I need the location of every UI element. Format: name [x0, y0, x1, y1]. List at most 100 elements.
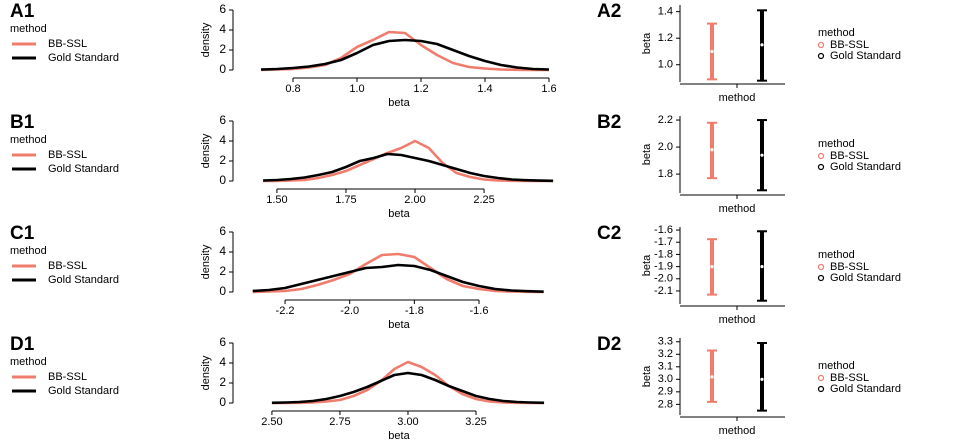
y-tick-label: 4	[219, 22, 226, 36]
x-tick-label: 2.50	[261, 416, 282, 428]
y-tick-label: 6	[219, 113, 226, 127]
y-axis-label: density	[200, 133, 212, 168]
legend-label: BB-SSL	[48, 38, 87, 50]
x-tick-label: -2.0	[340, 305, 359, 317]
point-estimate	[760, 264, 764, 269]
legend-swatch	[817, 52, 825, 60]
legend-title: method	[10, 356, 47, 368]
legend-title: method	[818, 360, 855, 372]
legend-label: BB-SSL	[830, 372, 869, 384]
y-tick-label: 2	[219, 264, 226, 278]
y-axis-label: beta	[641, 32, 653, 54]
y-tick-label: 3.0	[658, 373, 673, 385]
y-tick-label: 3.3	[658, 336, 673, 348]
y-axis-label: beta	[641, 365, 653, 387]
x-tick-label: -1.8	[405, 305, 424, 317]
y-tick-label: -2.0	[654, 273, 673, 285]
legend-label: Gold Standard	[830, 272, 901, 284]
legend-label: BB-SSL	[830, 150, 869, 162]
x-tick-label: 1.4	[477, 83, 492, 95]
legend-swatch	[817, 163, 825, 171]
y-tick-label: 4	[219, 133, 226, 147]
y-axis-label: density	[200, 355, 212, 390]
y-tick-label: 2	[219, 42, 226, 56]
legend-swatch	[817, 263, 825, 271]
point-estimate	[710, 264, 714, 269]
y-tick-label: -2.1	[654, 285, 673, 297]
y-tick-label: 4	[219, 355, 226, 369]
y-tick-label: -1.8	[654, 248, 673, 260]
panel-label: B2	[597, 112, 621, 133]
y-tick-label: 0	[219, 284, 226, 298]
y-tick-label: 2.9	[658, 386, 673, 398]
x-axis-label: method	[719, 92, 756, 104]
y-tick-label: 1.2	[658, 32, 673, 44]
y-tick-label: 2.0	[658, 141, 673, 153]
y-tick-label: 2	[219, 153, 226, 167]
panel-label: C2	[597, 223, 621, 244]
x-axis-label: method	[719, 314, 756, 326]
x-tick-label: -2.2	[276, 305, 295, 317]
x-axis-label: method	[719, 203, 756, 215]
y-tick-label: 2	[219, 375, 226, 389]
y-axis-label: beta	[641, 254, 653, 276]
y-tick-label: 0	[219, 395, 226, 409]
y-tick-label: 1.8	[658, 168, 673, 180]
panel-label: B1	[10, 112, 35, 133]
y-tick-label: -1.9	[654, 261, 673, 273]
panel-label: C1	[10, 223, 35, 244]
legend-label: Gold Standard	[830, 161, 901, 173]
point-estimate	[760, 153, 764, 157]
y-tick-label: 3.1	[658, 361, 673, 373]
point-estimate	[710, 49, 714, 54]
x-tick-label: 2.25	[473, 194, 494, 206]
legend-label: BB-SSL	[830, 39, 869, 51]
x-axis-label: beta	[388, 208, 410, 220]
point-estimate	[710, 148, 714, 152]
y-axis-label: density	[200, 244, 212, 279]
density-line	[260, 30, 549, 72]
legend-label: Gold Standard	[48, 163, 119, 175]
y-tick-label: 6	[219, 335, 226, 349]
x-axis-label: beta	[388, 430, 410, 442]
legend-swatch	[817, 152, 825, 160]
legend-title: method	[818, 138, 855, 150]
x-tick-label: 0.8	[285, 83, 300, 95]
panel-label: A1	[10, 1, 35, 22]
legend-swatch	[817, 274, 825, 282]
point-estimate	[760, 377, 764, 381]
y-tick-label: -1.7	[654, 236, 673, 248]
point-estimate	[710, 375, 714, 379]
x-tick-label: 3.25	[465, 416, 486, 428]
y-tick-label: 0	[219, 173, 226, 187]
y-tick-label: 1.4	[658, 6, 673, 18]
x-tick-label: 1.75	[335, 194, 356, 206]
legend-label: Gold Standard	[48, 52, 119, 64]
legend-swatch	[817, 374, 825, 382]
panel-label: A2	[597, 1, 621, 22]
legend-label: BB-SSL	[48, 371, 87, 383]
y-tick-label: 2.2	[658, 114, 673, 126]
y-tick-label: 1.0	[658, 59, 673, 71]
y-tick-label: -1.6	[654, 224, 673, 236]
x-axis-label: beta	[388, 319, 410, 331]
density-line	[271, 371, 545, 405]
panel-label: D2	[597, 334, 621, 355]
y-axis-label: density	[200, 22, 212, 57]
legend-label: BB-SSL	[48, 260, 87, 272]
density-line	[263, 152, 554, 183]
y-tick-label: 6	[219, 2, 226, 16]
density-line	[252, 252, 544, 294]
legend-label: Gold Standard	[830, 383, 901, 395]
density-line	[263, 139, 554, 183]
x-tick-label: 2.75	[329, 416, 350, 428]
x-tick-label: 3.00	[397, 416, 418, 428]
legend-swatch	[817, 385, 825, 393]
legend-label: BB-SSL	[48, 149, 87, 161]
panel-label: D1	[10, 334, 35, 355]
x-tick-label: 2.00	[404, 194, 425, 206]
x-axis-label: method	[719, 425, 756, 437]
y-tick-label: 2.8	[658, 398, 673, 410]
point-estimate	[760, 43, 764, 47]
